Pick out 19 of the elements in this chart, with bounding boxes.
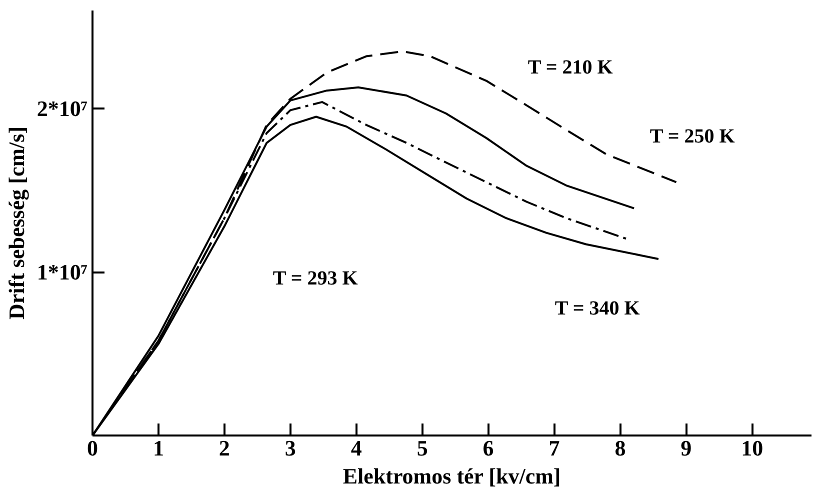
annotation: T = 250 K: [650, 126, 736, 148]
x-tick-label: 8: [614, 436, 626, 460]
x-tick-label: 7: [548, 436, 560, 460]
x-tick-label: 10: [741, 436, 764, 460]
annotation: T = 293 K: [272, 268, 358, 290]
annotation: T = 340 K: [554, 298, 640, 320]
x-tick-label: 0: [87, 436, 98, 460]
x-tick-label: 6: [482, 436, 494, 460]
x-tick-label: 4: [350, 436, 362, 460]
annotation: T = 210 K: [528, 56, 614, 78]
x-tick-label: 1: [152, 436, 164, 460]
x-axis-title: Elektromos tér [kv/cm]: [342, 464, 561, 488]
y-tick-label: 1*10⁷: [36, 260, 88, 285]
y-tick-label: 2*10⁷: [36, 96, 88, 122]
x-tick-label: 2: [218, 436, 230, 460]
x-tick-label: 3: [284, 436, 296, 460]
y-axis-title: Drift sebesség [cm/s]: [4, 126, 29, 320]
x-tick-label: 9: [680, 436, 692, 460]
x-tick-label: 5: [416, 436, 428, 460]
